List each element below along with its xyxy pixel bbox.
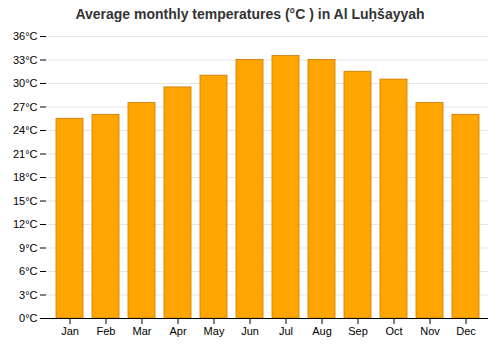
svg-text:27°C: 27°C bbox=[13, 101, 38, 113]
svg-text:Apr: Apr bbox=[169, 325, 186, 337]
svg-text:Dec: Dec bbox=[456, 325, 476, 337]
svg-text:0°C: 0°C bbox=[19, 312, 38, 324]
svg-text:3°C: 3°C bbox=[19, 289, 38, 301]
svg-text:6°C: 6°C bbox=[19, 265, 38, 277]
svg-text:30°C: 30°C bbox=[13, 77, 38, 89]
svg-text:Oct: Oct bbox=[385, 325, 402, 337]
svg-text:36°C: 36°C bbox=[13, 30, 38, 42]
svg-text:15°C: 15°C bbox=[13, 195, 38, 207]
svg-text:Jan: Jan bbox=[61, 325, 79, 337]
svg-text:Sep: Sep bbox=[348, 325, 368, 337]
svg-text:21°C: 21°C bbox=[13, 148, 38, 160]
svg-text:18°C: 18°C bbox=[13, 171, 38, 183]
svg-text:Jul: Jul bbox=[279, 325, 293, 337]
svg-text:Jun: Jun bbox=[241, 325, 259, 337]
svg-text:Aug: Aug bbox=[312, 325, 332, 337]
svg-text:9°C: 9°C bbox=[19, 242, 38, 254]
svg-text:Nov: Nov bbox=[420, 325, 440, 337]
svg-text:Mar: Mar bbox=[133, 325, 152, 337]
svg-text:24°C: 24°C bbox=[13, 124, 38, 136]
svg-text:May: May bbox=[204, 325, 225, 337]
svg-text:12°C: 12°C bbox=[13, 218, 38, 230]
svg-text:33°C: 33°C bbox=[13, 54, 38, 66]
html-text:Average monthly temperatures (: Average monthly temperatures (°C ) in Al… bbox=[75, 6, 425, 22]
svg-text:Feb: Feb bbox=[97, 325, 116, 337]
